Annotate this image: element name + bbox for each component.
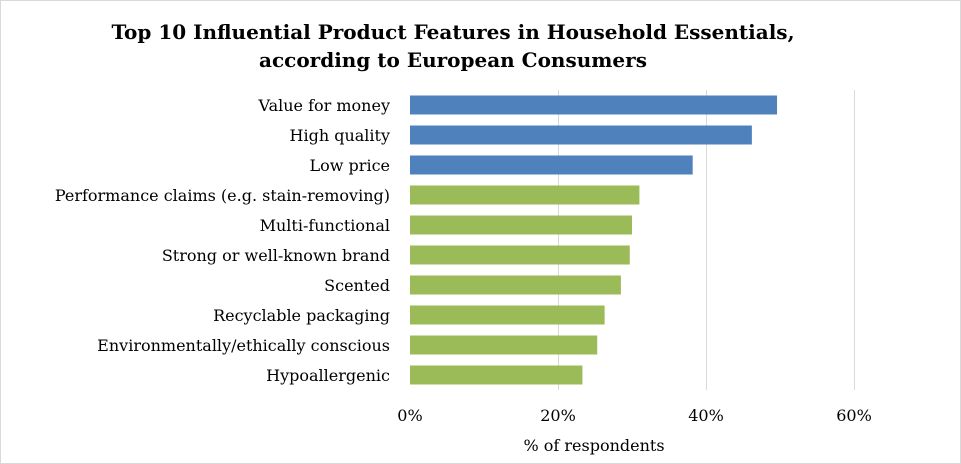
x-tick-label-0: 0% xyxy=(397,406,422,425)
x-tick-label-1: 20% xyxy=(540,406,576,425)
category-label-1: High quality xyxy=(290,126,391,145)
bar-3 xyxy=(410,185,640,205)
bars xyxy=(410,95,778,385)
category-label-7: Recyclable packaging xyxy=(213,306,390,325)
bar-6 xyxy=(410,275,621,295)
category-labels: Value for money High quality Low price Perf… xyxy=(55,96,390,385)
category-label-9: Hypoallergenic xyxy=(266,366,390,385)
category-label-2: Low price xyxy=(310,156,390,175)
category-label-5: Strong or well-known brand xyxy=(162,246,390,265)
chart-title-line-2: according to European Consumers xyxy=(259,48,647,72)
x-tick-label-2: 40% xyxy=(688,406,724,425)
bar-4 xyxy=(410,215,632,235)
bar-0 xyxy=(410,95,778,115)
bar-2 xyxy=(410,155,693,175)
x-tick-label-3: 60% xyxy=(836,406,872,425)
chart-title-line-1: Top 10 Influential Product Features in H… xyxy=(111,20,794,44)
bar-8 xyxy=(410,335,598,355)
x-axis-ticks: 0% 20% 40% 60% xyxy=(397,406,871,425)
bar-7 xyxy=(410,305,605,325)
chart-title: Top 10 Influential Product Features in H… xyxy=(111,20,794,72)
category-label-0: Value for money xyxy=(257,96,390,115)
category-label-3: Performance claims (e.g. stain-removing) xyxy=(55,186,390,205)
bar-5 xyxy=(410,245,630,265)
category-label-8: Environmentally/ethically conscious xyxy=(97,336,390,355)
category-label-4: Multi-functional xyxy=(260,216,390,235)
bar-1 xyxy=(410,125,752,145)
x-axis-title: % of respondents xyxy=(523,436,664,455)
bar-9 xyxy=(410,365,583,385)
category-label-6: Scented xyxy=(324,276,390,295)
